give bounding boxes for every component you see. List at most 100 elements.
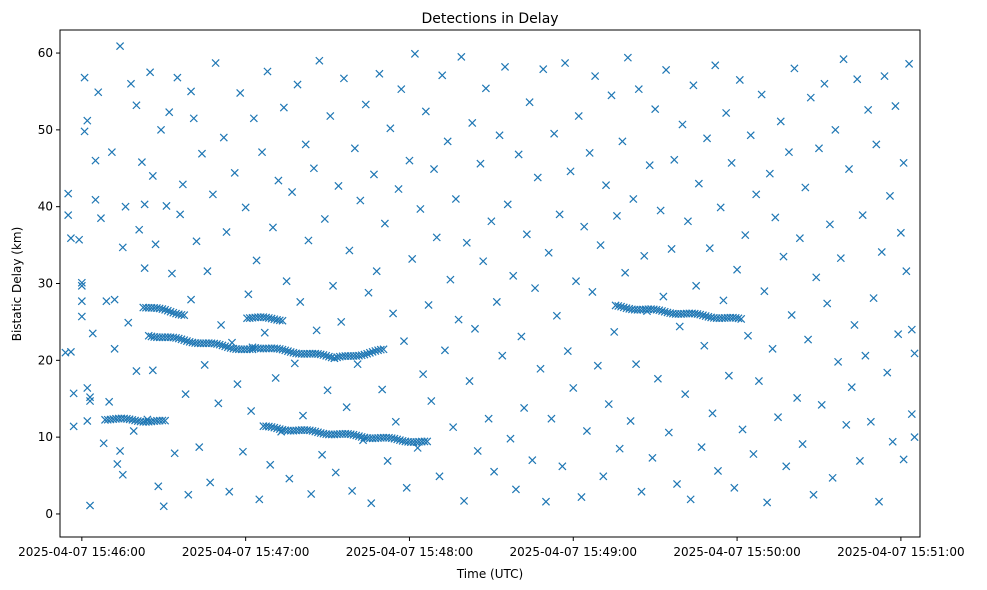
data-point — [585, 148, 594, 157]
data-point — [793, 393, 802, 402]
x-axis-label: Time (UTC) — [456, 567, 523, 581]
data-point — [361, 100, 370, 109]
data-point — [187, 87, 196, 96]
data-point — [206, 478, 215, 487]
data-point — [509, 271, 518, 280]
data-point — [167, 269, 176, 278]
data-point — [274, 176, 283, 185]
data-point — [768, 344, 777, 353]
data-point — [293, 80, 302, 89]
data-point — [96, 214, 105, 223]
data-point — [161, 416, 170, 425]
data-point — [617, 302, 626, 311]
data-point — [847, 383, 856, 392]
data-point — [88, 329, 97, 338]
data-point — [315, 56, 324, 65]
data-point — [64, 211, 73, 220]
data-point — [320, 214, 329, 223]
data-point — [566, 167, 575, 176]
data-point — [222, 228, 231, 237]
data-point — [162, 201, 171, 210]
data-point — [132, 101, 141, 110]
data-point — [169, 308, 178, 317]
data-point — [378, 385, 387, 394]
data-point — [238, 447, 247, 456]
data-point — [571, 277, 581, 286]
data-point — [743, 331, 753, 340]
data-point — [326, 112, 335, 121]
data-point — [86, 393, 95, 402]
data-point — [322, 351, 331, 360]
data-point — [737, 314, 746, 323]
data-point — [356, 196, 365, 205]
data-point — [443, 137, 452, 146]
data-point — [301, 140, 310, 149]
data-point — [746, 131, 755, 140]
data-point — [353, 360, 362, 369]
data-point — [365, 348, 374, 357]
data-point — [623, 53, 632, 62]
data-point — [711, 61, 720, 70]
data-point — [612, 211, 621, 220]
data-point — [368, 347, 377, 356]
data-point — [319, 351, 328, 360]
data-point — [405, 156, 414, 165]
data-point — [500, 62, 510, 71]
data-point — [681, 390, 690, 399]
data-point — [550, 129, 559, 138]
x-tick-label: 2025-04-07 15:49:00 — [510, 545, 637, 559]
data-point — [910, 349, 919, 358]
data-point — [531, 284, 540, 293]
data-point — [197, 149, 206, 158]
data-point — [776, 117, 785, 126]
data-point — [189, 114, 198, 123]
data-point — [552, 311, 561, 320]
data-point — [214, 399, 223, 408]
data-point — [421, 107, 430, 116]
y-tick-label: 30 — [38, 277, 53, 291]
data-point — [99, 439, 108, 448]
data-point — [481, 84, 490, 93]
data-point — [323, 386, 332, 395]
data-point — [656, 206, 665, 215]
data-point — [416, 204, 425, 214]
data-point — [460, 496, 469, 505]
data-point — [263, 67, 272, 76]
data-point — [215, 340, 224, 349]
data-point — [596, 241, 605, 250]
data-point — [77, 278, 86, 287]
data-point — [105, 397, 114, 406]
data-point — [853, 75, 862, 84]
data-point — [454, 315, 463, 324]
data-point — [159, 502, 168, 511]
data-point — [166, 307, 175, 316]
x-tick-label: 2025-04-07 15:47:00 — [182, 545, 309, 559]
data-point — [582, 426, 591, 436]
data-point — [77, 281, 86, 290]
data-point — [110, 295, 119, 304]
data-point — [705, 244, 714, 253]
data-point — [872, 140, 881, 149]
data-point — [383, 456, 392, 465]
data-point — [80, 73, 89, 82]
data-point — [77, 312, 86, 321]
data-point — [369, 170, 378, 179]
y-tick-label: 60 — [38, 46, 53, 60]
data-point — [760, 287, 769, 296]
data-point — [282, 277, 291, 286]
data-point — [476, 159, 485, 168]
data-point — [470, 324, 480, 333]
data-point — [574, 112, 583, 121]
data-point — [283, 347, 292, 356]
data-point — [806, 93, 815, 102]
data-point — [180, 311, 189, 320]
data-point — [176, 210, 185, 219]
chart-title: Detections in Delay — [421, 11, 558, 27]
data-point — [146, 68, 155, 77]
data-point — [479, 257, 488, 266]
data-point — [77, 297, 86, 306]
data-point — [91, 156, 100, 165]
data-point — [752, 190, 761, 199]
data-point — [664, 428, 673, 437]
data-point — [348, 486, 357, 495]
